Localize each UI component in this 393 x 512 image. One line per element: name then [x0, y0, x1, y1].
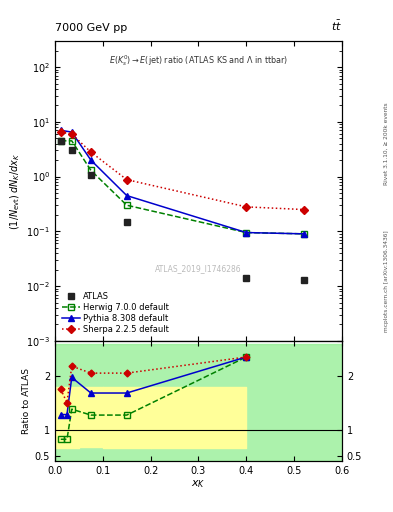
- Herwig 7.0.0 default: [301, 231, 306, 237]
- Herwig 7.0.0 default: [244, 229, 249, 236]
- Herwig 7.0.0 default: [70, 138, 74, 144]
- Herwig 7.0.0 default: [125, 202, 129, 208]
- ATLAS: [301, 277, 306, 283]
- Sherpa 2.2.5 default: [88, 149, 93, 155]
- Text: 7000 GeV pp: 7000 GeV pp: [55, 23, 127, 33]
- ATLAS: [244, 275, 249, 281]
- Text: ATLAS_2019_I1746286: ATLAS_2019_I1746286: [155, 264, 242, 273]
- Sherpa 2.2.5 default: [244, 204, 249, 210]
- Y-axis label: Ratio to ATLAS: Ratio to ATLAS: [22, 368, 31, 434]
- Sherpa 2.2.5 default: [70, 131, 74, 137]
- Sherpa 2.2.5 default: [125, 177, 129, 183]
- Pythia 8.308 default: [301, 231, 306, 237]
- Line: Herwig 7.0.0 default: Herwig 7.0.0 default: [58, 138, 307, 237]
- Pythia 8.308 default: [70, 129, 74, 135]
- ATLAS: [70, 147, 74, 154]
- Sherpa 2.2.5 default: [301, 206, 306, 212]
- ATLAS: [125, 219, 129, 225]
- ATLAS: [59, 138, 63, 144]
- Y-axis label: $(1/N_\mathrm{evt})\,dN_K/dx_K$: $(1/N_\mathrm{evt})\,dN_K/dx_K$: [8, 152, 22, 230]
- Herwig 7.0.0 default: [59, 138, 63, 144]
- Text: Rivet 3.1.10, ≥ 200k events: Rivet 3.1.10, ≥ 200k events: [384, 102, 389, 185]
- Line: Pythia 8.308 default: Pythia 8.308 default: [58, 127, 307, 237]
- Pythia 8.308 default: [59, 127, 63, 134]
- Herwig 7.0.0 default: [88, 167, 93, 174]
- Line: Sherpa 2.2.5 default: Sherpa 2.2.5 default: [58, 130, 307, 212]
- Legend: ATLAS, Herwig 7.0.0 default, Pythia 8.308 default, Sherpa 2.2.5 default: ATLAS, Herwig 7.0.0 default, Pythia 8.30…: [59, 289, 172, 337]
- Sherpa 2.2.5 default: [59, 129, 63, 135]
- Text: mcplots.cern.ch [arXiv:1306.3436]: mcplots.cern.ch [arXiv:1306.3436]: [384, 231, 389, 332]
- Text: $t\bar{t}$: $t\bar{t}$: [331, 19, 342, 33]
- Text: $E(K_s^0)\to E(\mathrm{jet})$ ratio (ATLAS KS and $\Lambda$ in ttbar): $E(K_s^0)\to E(\mathrm{jet})$ ratio (ATL…: [109, 53, 288, 68]
- ATLAS: [88, 173, 93, 179]
- Pythia 8.308 default: [88, 157, 93, 163]
- X-axis label: $x_K$: $x_K$: [191, 478, 206, 490]
- Pythia 8.308 default: [125, 193, 129, 199]
- Line: ATLAS: ATLAS: [58, 138, 307, 283]
- Pythia 8.308 default: [244, 229, 249, 236]
